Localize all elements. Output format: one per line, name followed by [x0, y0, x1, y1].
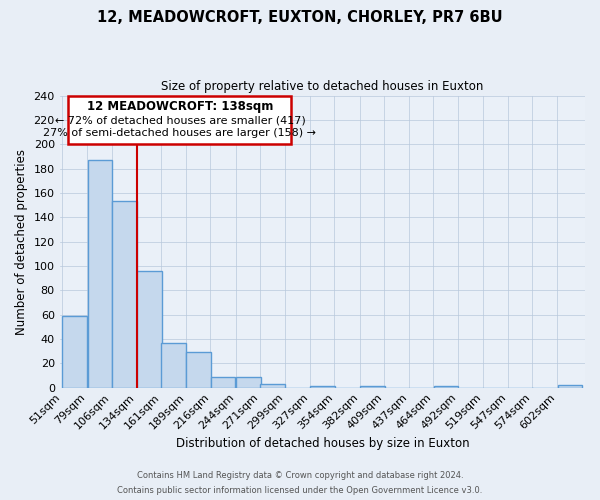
Bar [137, 271, 161, 388]
Bar [360, 386, 385, 388]
X-axis label: Distribution of detached houses by size in Euxton: Distribution of detached houses by size … [176, 437, 469, 450]
Title: Size of property relative to detached houses in Euxton: Size of property relative to detached ho… [161, 80, 484, 93]
Bar [211, 376, 235, 388]
Bar [88, 160, 112, 388]
Text: Contains HM Land Registry data © Crown copyright and database right 2024.: Contains HM Land Registry data © Crown c… [137, 471, 463, 480]
Bar [557, 385, 582, 388]
Text: 12 MEADOWCROFT: 138sqm: 12 MEADOWCROFT: 138sqm [87, 100, 273, 114]
Bar [236, 376, 260, 388]
Text: 12, MEADOWCROFT, EUXTON, CHORLEY, PR7 6BU: 12, MEADOWCROFT, EUXTON, CHORLEY, PR7 6B… [97, 10, 503, 25]
Bar [62, 316, 87, 388]
Y-axis label: Number of detached properties: Number of detached properties [15, 148, 28, 334]
Text: ← 72% of detached houses are smaller (417): ← 72% of detached houses are smaller (41… [55, 115, 305, 125]
FancyBboxPatch shape [68, 96, 292, 144]
Bar [310, 386, 335, 388]
Bar [112, 202, 137, 388]
Bar [187, 352, 211, 388]
Bar [434, 386, 458, 388]
Bar [260, 384, 285, 388]
Text: Contains public sector information licensed under the Open Government Licence v3: Contains public sector information licen… [118, 486, 482, 495]
Bar [161, 342, 186, 388]
Text: 27% of semi-detached houses are larger (158) →: 27% of semi-detached houses are larger (… [43, 128, 316, 138]
